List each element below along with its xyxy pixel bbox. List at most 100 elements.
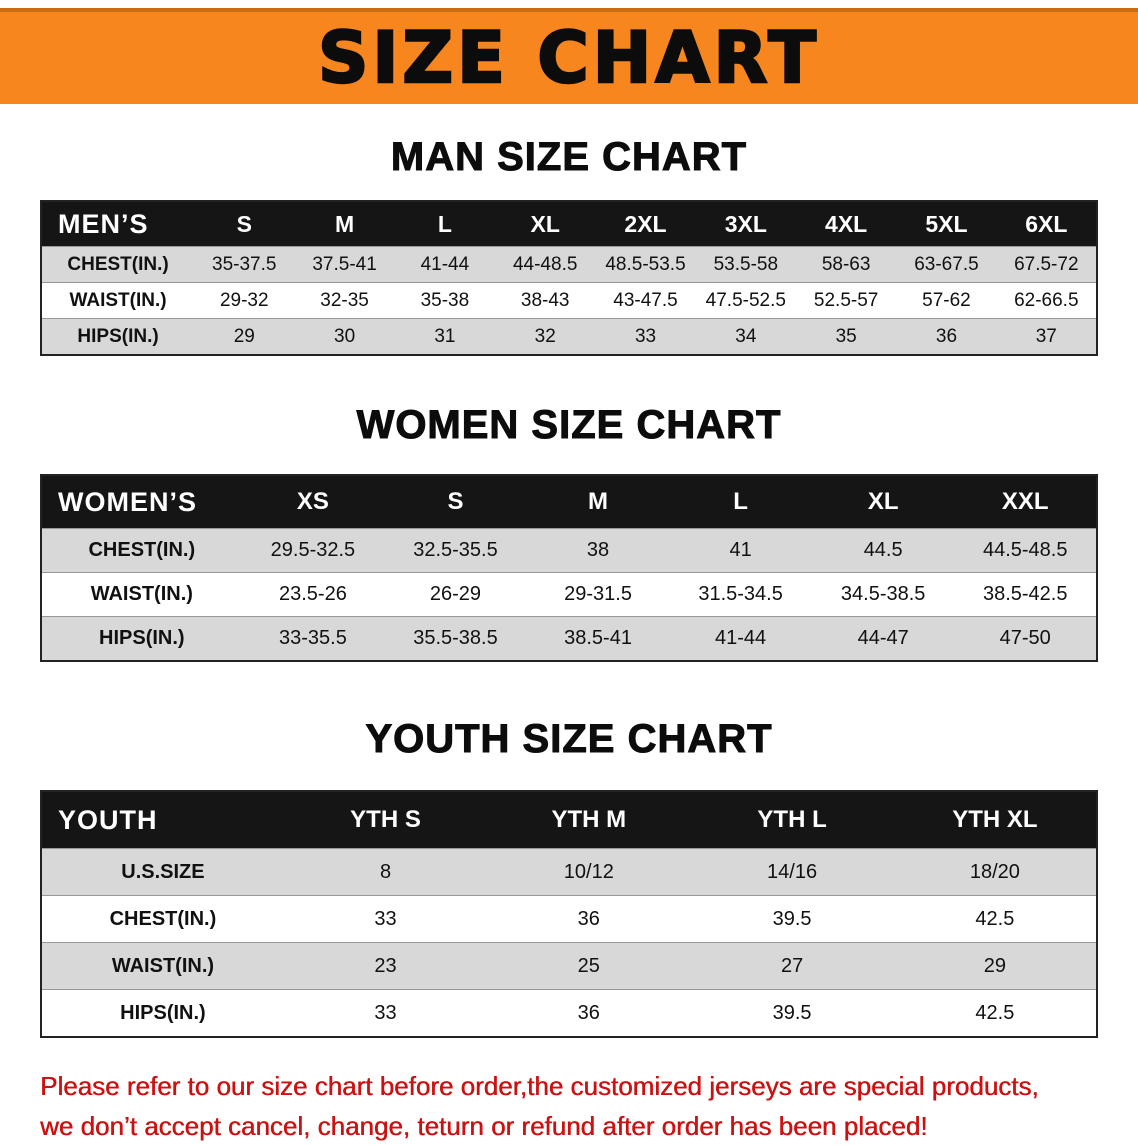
size-cell: 63-67.5 — [914, 253, 979, 275]
table-row: WAIST(IN.) 23.5-26 26-29 29-31.5 31.5-34… — [41, 572, 1097, 617]
size-cell: 25 — [577, 954, 600, 977]
men-size-table: MEN’S S M L XL 2XL 3XL 4XL 5XL 6XL CHEST… — [40, 200, 1098, 356]
size-col-header: M — [334, 210, 355, 237]
size-cell: 48.5-53.5 — [605, 253, 686, 275]
men-header-row: MEN’S S M L XL 2XL 3XL 4XL 5XL 6XL — [41, 201, 1097, 247]
youth-section: YOUTH SIZE CHART YOUTH YTH S YTH M YTH L… — [0, 716, 1138, 1038]
size-col-header: YTH L — [757, 806, 827, 833]
size-cell: 41-44 — [715, 627, 767, 649]
size-col-header: YTH XL — [952, 806, 1038, 833]
size-cell: 32-35 — [320, 289, 369, 311]
row-label: WAIST(IN.) — [90, 583, 193, 605]
size-col-header: 3XL — [724, 210, 767, 237]
size-col-header: L — [733, 488, 748, 515]
row-label: WAIST(IN.) — [111, 954, 215, 977]
size-cell: 34 — [735, 325, 757, 347]
size-cell: 38 — [586, 539, 610, 561]
row-label: WAIST(IN.) — [69, 289, 167, 311]
size-cell: 44-48.5 — [512, 253, 578, 275]
size-col-header: XL — [530, 210, 560, 237]
size-cell: 27 — [780, 954, 804, 977]
table-row: HIPS(IN.) 33-35.5 35.5-38.5 38.5-41 41-4… — [41, 616, 1097, 661]
row-label: HIPS(IN.) — [99, 627, 185, 649]
size-cell: 41-44 — [420, 253, 470, 275]
size-cell: 44-47 — [857, 627, 909, 649]
size-cell: 67.5-72 — [1014, 253, 1079, 275]
size-cell: 43-47.5 — [613, 289, 678, 311]
size-cell: 35.5-38.5 — [413, 627, 498, 649]
size-cell: 33 — [374, 1001, 397, 1024]
size-col-header: M — [588, 488, 609, 515]
size-cell: 39.5 — [772, 1001, 812, 1024]
size-cell: 14/16 — [767, 860, 818, 883]
size-cell: 58-63 — [821, 253, 871, 275]
size-col-header: S — [236, 210, 252, 237]
size-cell: 39.5 — [772, 907, 812, 930]
women-heading: WOMEN SIZE CHART — [356, 403, 782, 448]
size-col-header: XS — [296, 488, 329, 515]
size-cell: 52.5-57 — [813, 289, 879, 311]
table-title-cell: WOMEN’S — [58, 486, 197, 517]
size-col-header: 6XL — [1025, 210, 1068, 237]
size-cell: 35 — [835, 325, 857, 347]
table-row: CHEST(IN.) 29.5-32.5 32.5-35.5 38 41 44.… — [41, 528, 1097, 573]
size-cell: 44.5 — [863, 539, 903, 561]
size-cell: 26-29 — [429, 583, 482, 605]
women-section: WOMEN SIZE CHART WOMEN’S XS S M L XL XXL… — [0, 402, 1138, 662]
size-col-header: YTH M — [551, 806, 627, 833]
size-cell: 30 — [334, 325, 356, 347]
size-col-header: 5XL — [925, 210, 968, 237]
size-cell: 29.5-32.5 — [270, 539, 356, 561]
disclaimer-line-1: Please refer to our size chart before or… — [40, 1071, 1039, 1101]
size-cell: 32.5-35.5 — [413, 539, 498, 561]
size-cell: 29-32 — [219, 289, 269, 311]
size-cell: 35-38 — [420, 289, 470, 311]
size-cell: 32 — [534, 325, 556, 347]
women-size-table: WOMEN’S XS S M L XL XXL CHEST(IN.) 29.5-… — [40, 474, 1098, 662]
size-col-header: YTH S — [350, 806, 421, 833]
size-cell: 47-50 — [999, 627, 1051, 649]
size-cell: 57-62 — [922, 289, 971, 311]
row-label: HIPS(IN.) — [77, 325, 159, 347]
table-row: HIPS(IN.) 29 30 31 32 33 34 35 36 37 — [41, 318, 1097, 355]
size-cell: 42.5 — [975, 1001, 1015, 1024]
row-label: CHEST(IN.) — [67, 253, 169, 275]
size-cell: 37.5-41 — [312, 253, 377, 275]
banner: SIZE CHART — [0, 8, 1138, 104]
table-row: HIPS(IN.) 33 36 39.5 42.5 — [41, 989, 1097, 1038]
size-col-header: L — [437, 210, 452, 237]
table-title-cell: YOUTH — [58, 804, 158, 835]
size-cell: 47.5-52.5 — [705, 289, 786, 311]
size-cell: 34.5-38.5 — [840, 583, 926, 605]
disclaimer-line-2: we don’t accept cancel, change, teturn o… — [40, 1111, 928, 1141]
row-label: CHEST(IN.) — [109, 907, 217, 930]
size-cell: 53.5-58 — [713, 253, 779, 275]
table-title-cell: MEN’S — [58, 208, 149, 239]
size-col-header: XL — [867, 488, 899, 515]
size-cell: 36 — [577, 907, 600, 930]
size-cell: 41 — [729, 539, 752, 561]
size-col-header: 2XL — [624, 210, 667, 237]
size-cell: 38.5-41 — [564, 627, 632, 649]
row-label: U.S.SIZE — [121, 860, 205, 883]
size-cell: 62-66.5 — [1014, 289, 1079, 311]
size-cell: 8 — [379, 860, 392, 883]
size-cell: 37 — [1035, 325, 1057, 347]
youth-heading: YOUTH SIZE CHART — [365, 717, 773, 762]
size-cell: 36 — [577, 1001, 600, 1024]
row-label: CHEST(IN.) — [88, 539, 196, 561]
size-cell: 33 — [374, 907, 397, 930]
page-title: SIZE CHART — [317, 17, 821, 99]
men-section: MAN SIZE CHART MEN’S S M L XL 2XL 3XL 4X… — [0, 134, 1138, 356]
size-cell: 29 — [983, 954, 1006, 977]
size-cell: 33 — [634, 325, 657, 347]
size-cell: 36 — [935, 325, 958, 347]
size-cell: 33-35.5 — [278, 627, 347, 649]
table-row: CHEST(IN.) 35-37.5 37.5-41 41-44 44-48.5… — [41, 246, 1097, 283]
size-cell: 38-43 — [520, 289, 570, 311]
men-heading: MAN SIZE CHART — [390, 135, 748, 180]
youth-size-table: YOUTH YTH S YTH M YTH L YTH XL U.S.SIZE … — [40, 790, 1098, 1038]
size-cell: 31 — [434, 325, 456, 347]
size-cell: 38.5-42.5 — [982, 583, 1068, 605]
size-cell: 44.5-48.5 — [982, 539, 1068, 561]
